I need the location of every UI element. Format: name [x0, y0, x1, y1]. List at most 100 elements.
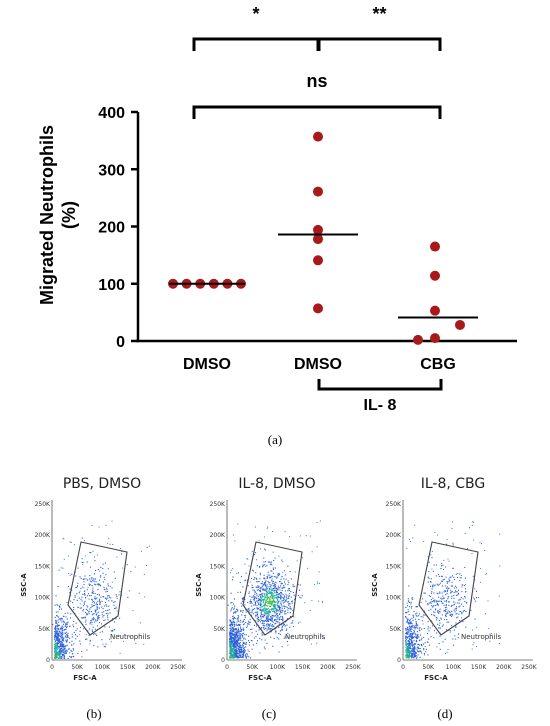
flow-event — [235, 657, 237, 659]
flow-event — [466, 602, 468, 604]
flow-event — [273, 612, 276, 614]
flow-event — [60, 640, 62, 642]
flow-event — [267, 596, 269, 598]
flow-event — [56, 641, 58, 643]
flow-event — [238, 652, 241, 654]
flow-event — [255, 635, 257, 638]
flow-event — [57, 604, 59, 606]
flow-event — [279, 598, 282, 600]
flow-event — [234, 637, 237, 639]
flow-event — [278, 555, 280, 557]
flow-event — [233, 642, 235, 644]
flow-event — [61, 630, 63, 632]
flow-event — [260, 613, 262, 615]
flow-event — [55, 655, 57, 657]
flow-event — [267, 574, 269, 576]
flow-event — [232, 637, 234, 639]
flow-event — [275, 613, 277, 615]
flow-event — [408, 611, 410, 613]
flow-event — [97, 607, 99, 609]
flow-event — [279, 580, 281, 583]
flow-event — [408, 636, 410, 638]
flow-event — [76, 628, 78, 630]
flow-event — [453, 629, 455, 631]
flow-event — [97, 611, 100, 613]
flow-event — [264, 608, 266, 610]
flow-event — [451, 597, 453, 599]
flow-event — [97, 583, 99, 585]
flow-event — [416, 648, 418, 650]
flow-event — [60, 649, 62, 651]
flow-event — [236, 649, 238, 651]
flow-event — [255, 597, 257, 600]
flow-event — [257, 620, 259, 622]
flow-event — [433, 614, 435, 616]
flow-event — [273, 600, 275, 602]
flow-event — [271, 616, 273, 618]
flow-event — [242, 652, 244, 654]
flow-event — [270, 561, 272, 563]
flow-event — [266, 642, 268, 644]
flow-event — [99, 576, 102, 578]
flow-event — [287, 632, 289, 635]
flow-event — [81, 650, 83, 652]
flow-event — [79, 576, 81, 578]
flow-event — [55, 652, 57, 654]
flow-event — [266, 598, 268, 600]
flow-event — [314, 583, 316, 585]
flow-event — [280, 612, 282, 614]
flow-event — [262, 620, 264, 622]
flow-event — [430, 578, 432, 580]
flow-event — [447, 648, 449, 650]
flow-event — [262, 564, 264, 566]
flow-event — [459, 598, 461, 600]
flow-event — [272, 599, 275, 601]
flow-event — [262, 614, 264, 616]
flow-event — [102, 572, 104, 574]
flow-event — [273, 583, 276, 585]
flow-event — [235, 655, 237, 657]
flow-event — [60, 652, 62, 654]
flow-event — [229, 640, 231, 642]
flow-event — [410, 621, 412, 623]
flow-event — [415, 657, 417, 659]
flow-event — [453, 567, 455, 569]
flow-event — [91, 599, 93, 601]
flow-event — [87, 630, 89, 632]
flow-event — [283, 578, 285, 580]
flow-event — [258, 603, 260, 605]
flow-event — [281, 625, 283, 628]
flow-event — [256, 586, 258, 588]
flow-event — [411, 654, 413, 656]
flow-event — [446, 590, 448, 592]
flow-event — [235, 623, 238, 625]
flow-event — [267, 596, 269, 598]
flow-event — [412, 648, 414, 650]
flow-event — [446, 621, 448, 623]
flow-event — [265, 585, 267, 587]
flow-event — [55, 639, 58, 641]
flow-event — [406, 633, 408, 635]
flow-event — [280, 604, 282, 606]
flow-event — [427, 638, 429, 640]
flow-event — [253, 604, 255, 606]
flow-event — [235, 648, 237, 650]
flow-event — [434, 609, 437, 611]
flow-event — [233, 654, 235, 656]
flow-event — [229, 651, 231, 653]
flow-event — [413, 616, 415, 619]
flow-event — [448, 560, 450, 562]
flow-event — [268, 625, 271, 627]
flow-event — [239, 649, 241, 651]
flow-event — [446, 651, 448, 653]
flow-event — [91, 618, 93, 620]
flow-event — [263, 548, 266, 550]
flow-event — [96, 612, 98, 614]
flow-event — [280, 601, 282, 603]
flow-event — [107, 597, 109, 599]
flow-event — [65, 624, 67, 626]
flow-event — [407, 649, 409, 651]
flow-event — [463, 584, 465, 587]
flow-event — [276, 621, 278, 623]
flow-event — [252, 613, 254, 615]
